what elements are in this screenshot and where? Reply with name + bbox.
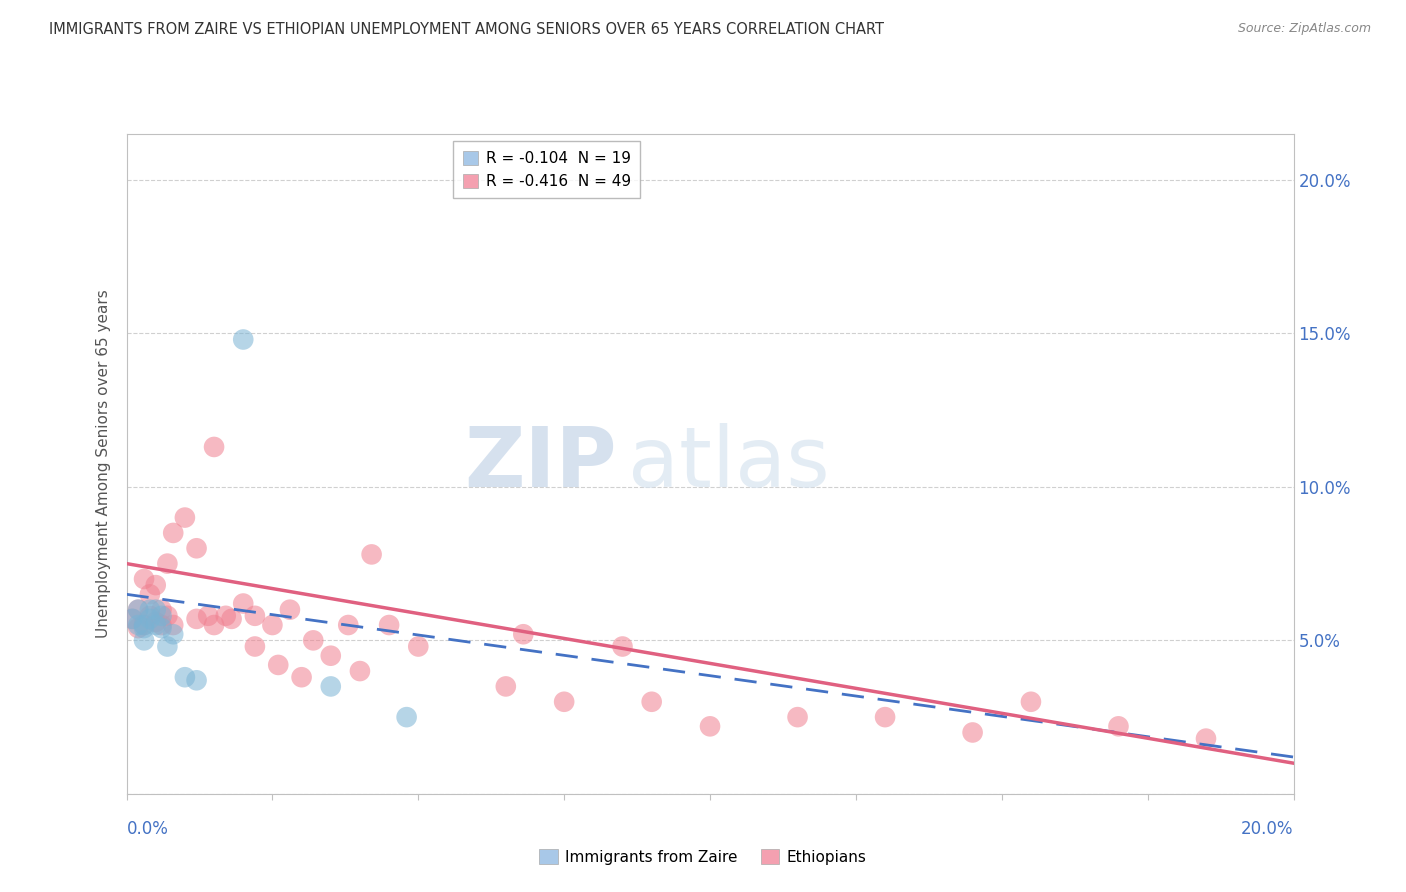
Point bbox=[127, 602, 149, 616]
Point bbox=[262, 618, 284, 632]
Point bbox=[278, 602, 301, 616]
Point bbox=[360, 548, 382, 562]
Text: 20.0%: 20.0% bbox=[1241, 821, 1294, 838]
Point bbox=[962, 725, 984, 739]
Point bbox=[145, 602, 167, 616]
Point bbox=[132, 572, 155, 586]
Point bbox=[197, 608, 219, 623]
Text: Source: ZipAtlas.com: Source: ZipAtlas.com bbox=[1237, 22, 1371, 36]
Point bbox=[512, 627, 534, 641]
Point bbox=[319, 680, 342, 694]
Point bbox=[1019, 695, 1042, 709]
Point bbox=[150, 602, 173, 616]
Point bbox=[127, 602, 149, 616]
Point bbox=[553, 695, 575, 709]
Point bbox=[232, 333, 254, 347]
Legend: Immigrants from Zaire, Ethiopians: Immigrants from Zaire, Ethiopians bbox=[533, 843, 873, 871]
Point bbox=[156, 608, 179, 623]
Point bbox=[612, 640, 634, 654]
Point bbox=[186, 673, 208, 688]
Point bbox=[132, 618, 155, 632]
Text: IMMIGRANTS FROM ZAIRE VS ETHIOPIAN UNEMPLOYMENT AMONG SENIORS OVER 65 YEARS CORR: IMMIGRANTS FROM ZAIRE VS ETHIOPIAN UNEMP… bbox=[49, 22, 884, 37]
Point bbox=[267, 657, 290, 672]
Point bbox=[139, 608, 162, 623]
Point bbox=[319, 648, 342, 663]
Point bbox=[132, 633, 155, 648]
Point bbox=[162, 525, 184, 540]
Point bbox=[156, 557, 179, 571]
Point bbox=[150, 608, 173, 623]
Point bbox=[1108, 719, 1130, 733]
Point bbox=[378, 618, 401, 632]
Point bbox=[139, 612, 162, 626]
Point bbox=[162, 618, 184, 632]
Text: 0.0%: 0.0% bbox=[127, 821, 169, 838]
Point bbox=[121, 612, 143, 626]
Point bbox=[202, 440, 225, 454]
Point bbox=[786, 710, 808, 724]
Point bbox=[150, 621, 173, 635]
Point bbox=[156, 640, 179, 654]
Point bbox=[139, 602, 162, 616]
Legend: R = -0.104  N = 19, R = -0.416  N = 49: R = -0.104 N = 19, R = -0.416 N = 49 bbox=[454, 142, 640, 198]
Point bbox=[1195, 731, 1218, 746]
Point bbox=[640, 695, 664, 709]
Point bbox=[145, 615, 167, 629]
Point bbox=[132, 618, 155, 632]
Point bbox=[145, 578, 167, 592]
Point bbox=[337, 618, 360, 632]
Point bbox=[145, 618, 167, 632]
Point bbox=[186, 612, 208, 626]
Point bbox=[349, 664, 371, 678]
Point bbox=[139, 587, 162, 601]
Point bbox=[243, 640, 266, 654]
Point bbox=[132, 621, 155, 635]
Point bbox=[290, 670, 312, 684]
Text: ZIP: ZIP bbox=[464, 424, 617, 504]
Point bbox=[302, 633, 325, 648]
Point bbox=[243, 608, 266, 623]
Point bbox=[127, 618, 149, 632]
Point bbox=[150, 618, 173, 632]
Point bbox=[174, 670, 197, 684]
Point bbox=[215, 608, 238, 623]
Point bbox=[699, 719, 721, 733]
Y-axis label: Unemployment Among Seniors over 65 years: Unemployment Among Seniors over 65 years bbox=[96, 290, 111, 638]
Point bbox=[127, 621, 149, 635]
Point bbox=[495, 680, 517, 694]
Point bbox=[395, 710, 418, 724]
Point bbox=[202, 618, 225, 632]
Point bbox=[221, 612, 243, 626]
Point bbox=[121, 612, 143, 626]
Point bbox=[232, 597, 254, 611]
Point bbox=[162, 627, 184, 641]
Point bbox=[186, 541, 208, 556]
Point bbox=[408, 640, 430, 654]
Text: atlas: atlas bbox=[628, 424, 830, 504]
Point bbox=[174, 510, 197, 524]
Point bbox=[875, 710, 897, 724]
